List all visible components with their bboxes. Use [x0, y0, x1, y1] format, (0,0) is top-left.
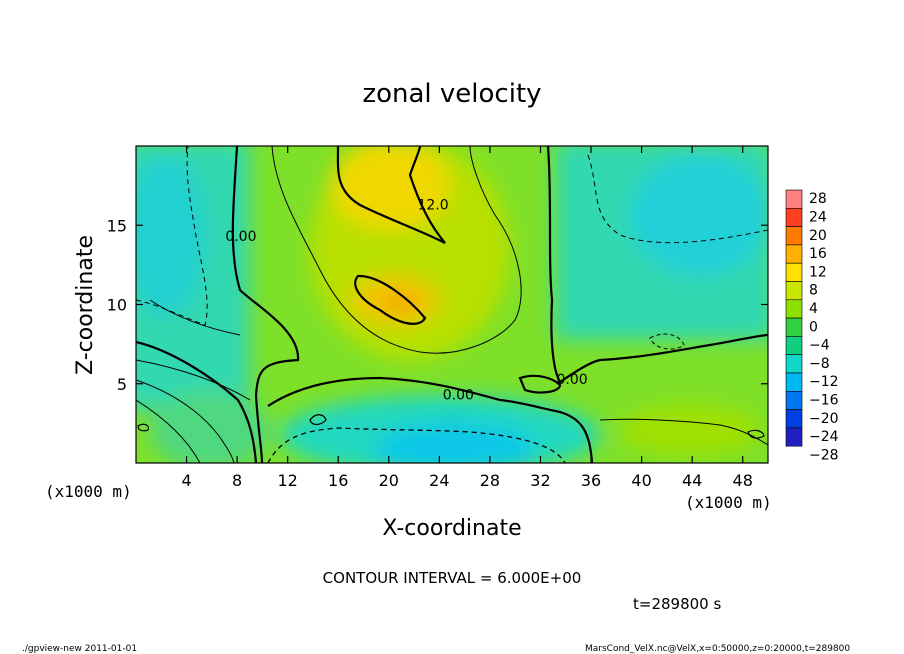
contour-label: 12.0 — [417, 197, 448, 213]
colorbar-label: −20 — [809, 411, 839, 427]
colorbar-label: −8 — [809, 356, 830, 372]
time-label: t=289800 s — [633, 595, 721, 613]
colorbar-swatch — [785, 189, 803, 209]
colorbar-swatch — [785, 281, 803, 301]
x-tick-label: 44 — [682, 471, 702, 490]
colorbar: 28 24 20 16 12 8 4 0 −4 −8 −12 −16 −20 −24 −28 — [785, 189, 839, 463]
colorbar-swatch — [785, 244, 803, 264]
colorbar-swatch — [785, 427, 803, 447]
x-tick-label: 12 — [278, 471, 298, 490]
colorbar-label: 20 — [809, 228, 827, 244]
colorbar-label: −24 — [809, 429, 839, 445]
colorbar-swatch — [785, 299, 803, 319]
colorbar-label: −4 — [809, 338, 830, 354]
y-tick-label: 10 — [107, 296, 127, 315]
colorbar-label: −12 — [809, 374, 839, 390]
y-tick-label: 5 — [117, 375, 127, 394]
colorbar-label: 24 — [809, 209, 827, 225]
colorbar-swatch — [785, 336, 803, 355]
colorbar-label: 0 — [809, 319, 818, 335]
y-tick-label: 15 — [107, 216, 127, 235]
x-unit-label-right: (x1000 m) — [685, 493, 772, 512]
contour-label: 0.00 — [225, 229, 256, 245]
colorbar-label: 4 — [809, 301, 818, 317]
x-axis: 4 8 12 16 20 24 28 32 36 40 44 48 — [181, 146, 753, 490]
colorbar-swatch — [785, 226, 803, 246]
contour-label: 0.00 — [556, 372, 587, 388]
source-label: MarsCond_VelX.nc@VelX,x=0:50000,z=0:2000… — [585, 644, 850, 654]
contour-interval-label: CONTOUR INTERVAL = 6.000E+00 — [323, 569, 582, 587]
contour-label: 0.00 — [443, 388, 474, 404]
x-tick-label: 28 — [480, 471, 500, 490]
chart-title: zonal velocity — [362, 79, 541, 109]
x-tick-label: 32 — [530, 471, 550, 490]
y-axis-title: Z-coordinate — [73, 235, 98, 375]
colorbar-swatch — [785, 409, 803, 429]
x-tick-label: 48 — [733, 471, 753, 490]
colorbar-swatch — [785, 262, 803, 282]
colorbar-swatch — [785, 317, 803, 337]
x-tick-label: 20 — [379, 471, 399, 490]
x-unit-label-left: (x1000 m) — [45, 482, 132, 501]
colorbar-label: 8 — [809, 283, 818, 299]
program-label: ./gpview-new 2011-01-01 — [22, 644, 137, 654]
x-tick-label: 16 — [328, 471, 348, 490]
x-tick-label: 40 — [631, 471, 651, 490]
x-axis-title: X-coordinate — [382, 516, 521, 541]
x-tick-label: 4 — [181, 471, 191, 490]
x-tick-label: 8 — [232, 471, 242, 490]
colorbar-swatch — [785, 372, 803, 392]
x-tick-label: 24 — [429, 471, 449, 490]
y-axis: 5 10 15 — [107, 216, 768, 394]
colorbar-swatch — [785, 354, 803, 374]
colorbar-label: −28 — [809, 447, 839, 463]
colorbar-label: 12 — [809, 264, 827, 280]
colorbar-label: −16 — [809, 392, 839, 408]
colorbar-label: 28 — [809, 191, 827, 207]
colorbar-swatch — [785, 208, 803, 227]
x-tick-label: 36 — [581, 471, 601, 490]
heatmap-field: 12.0 0.00 0.00 0.00 — [136, 146, 768, 463]
colorbar-swatch — [785, 390, 803, 410]
colorbar-label: 16 — [809, 246, 827, 262]
